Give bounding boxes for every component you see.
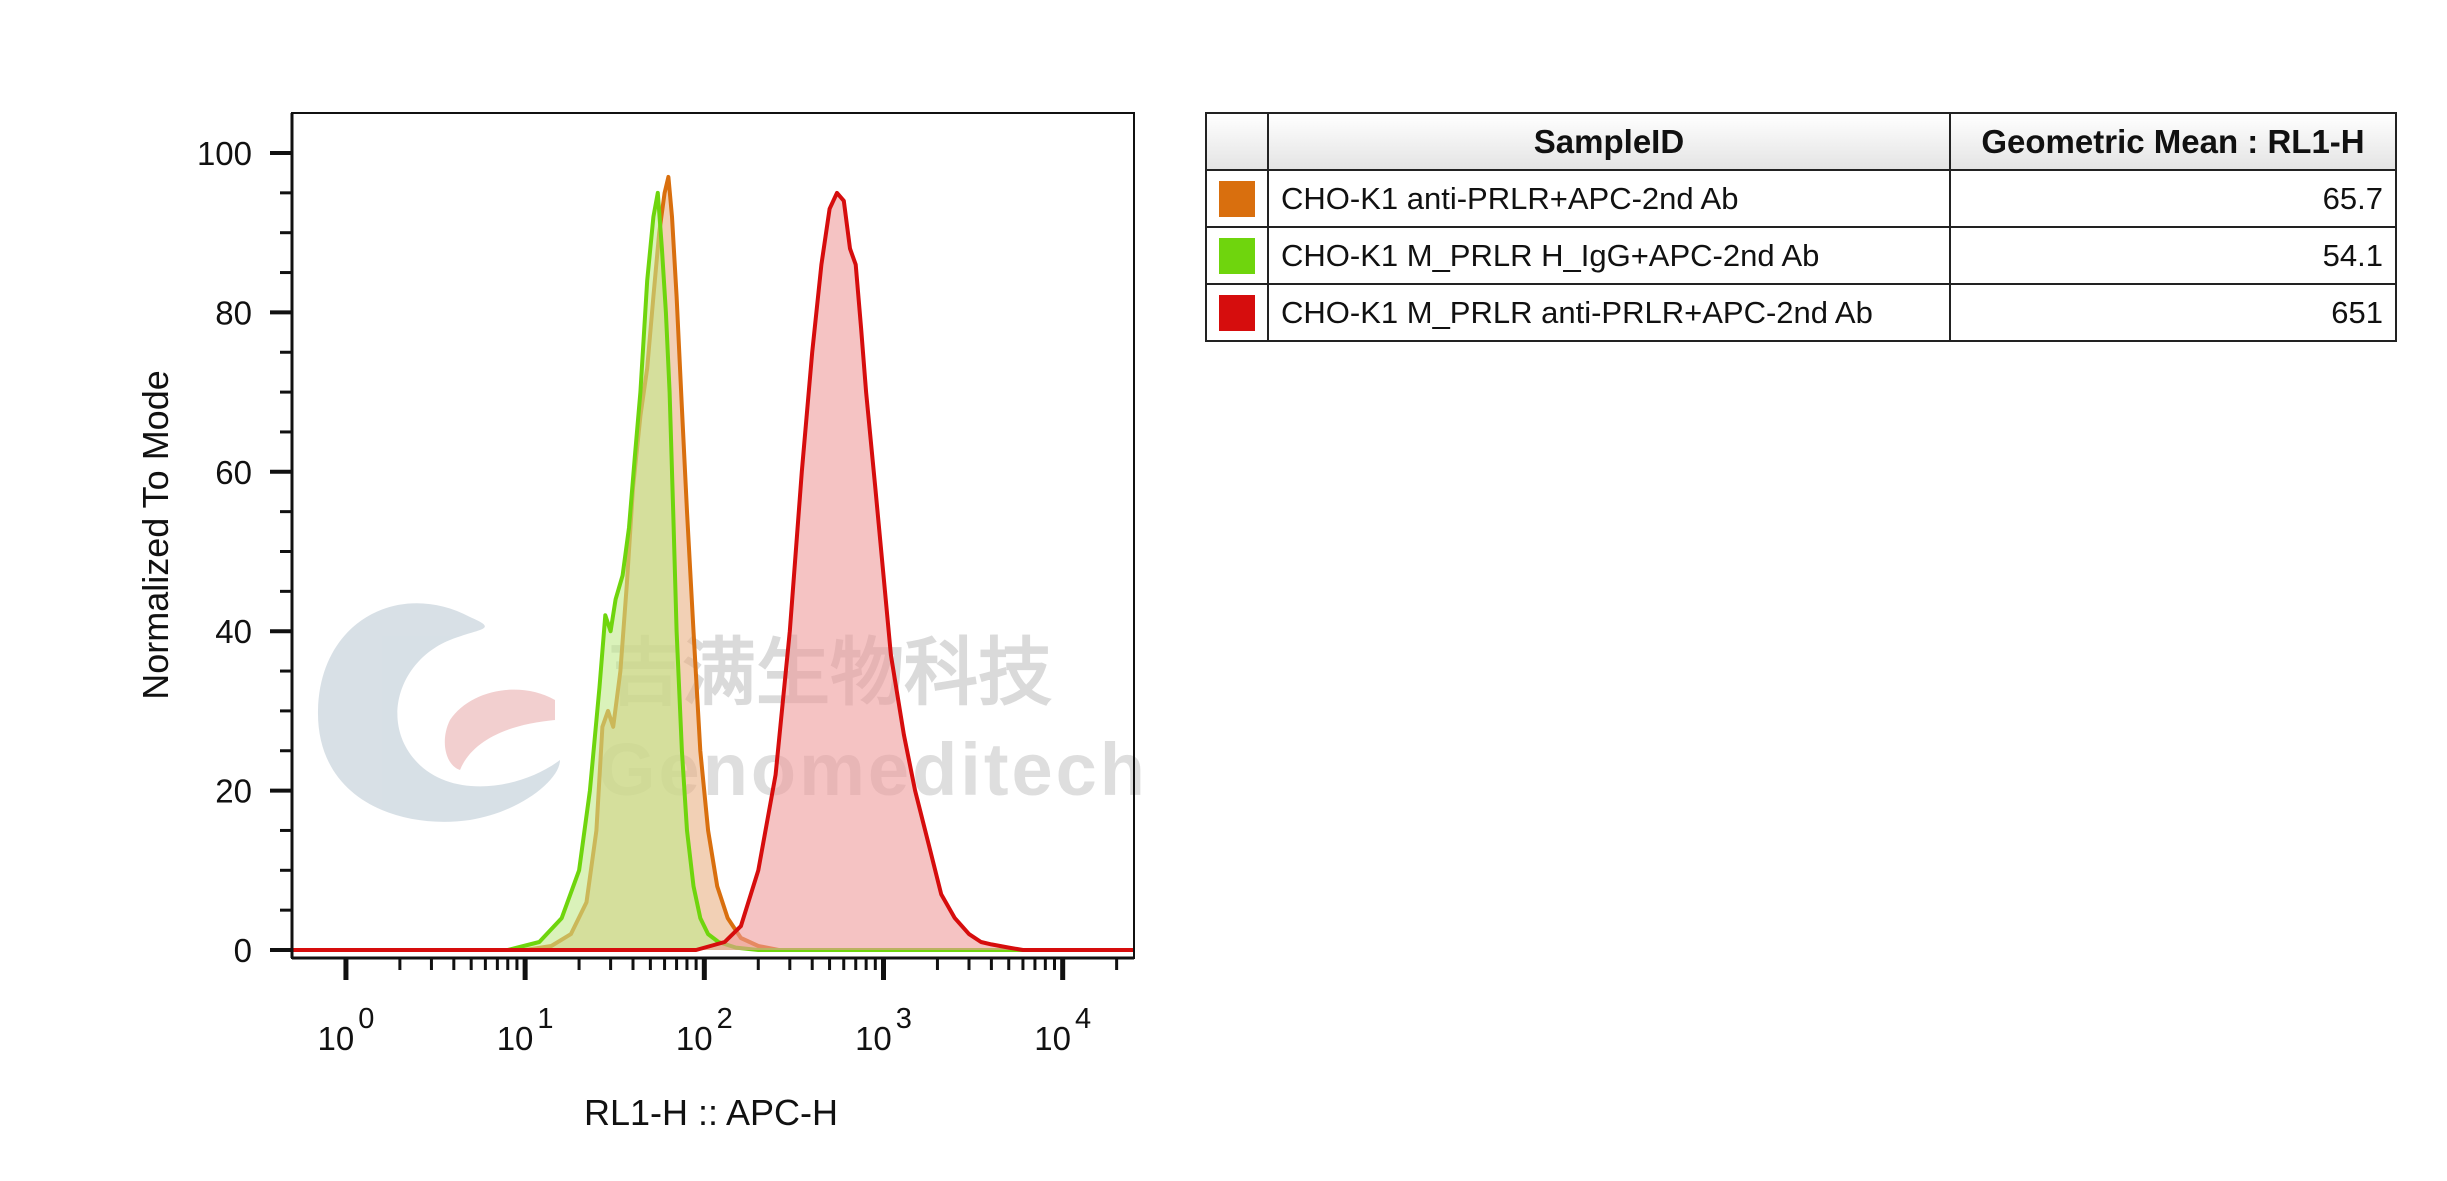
- x-tick-label: 102: [676, 1003, 733, 1057]
- y-tick-label: 60: [215, 454, 252, 491]
- geo-mean-header: Geometric Mean : RL1-H: [1949, 112, 2397, 171]
- series-line-1: [292, 190, 1134, 952]
- row-swatch-cell: [1205, 283, 1269, 342]
- y-tick-label: 40: [215, 613, 252, 650]
- y-ticks: 0 20 40 60 80 100: [197, 135, 292, 969]
- watermark-logo-accent: [444, 689, 555, 770]
- series-area-1: [292, 192, 1134, 950]
- plot-frame: [291, 112, 1135, 959]
- sample-id-cell: CHO-K1 anti-PRLR+APC-2nd Ab: [1267, 169, 1951, 228]
- row-swatch-cell: [1205, 226, 1269, 285]
- color-swatch: [1219, 238, 1255, 275]
- color-swatch: [1219, 295, 1255, 332]
- x-tick-label: 100: [318, 1003, 375, 1057]
- row-swatch-cell: [1205, 169, 1269, 228]
- sample-id-header: SampleID: [1267, 112, 1951, 171]
- y-axis-label: Normalized To Mode: [135, 370, 176, 699]
- x-axis-label: RL1-H :: APC-H: [584, 1092, 838, 1133]
- sample-id-cell: CHO-K1 M_PRLR H_IgG+APC-2nd Ab: [1267, 226, 1951, 285]
- geo-mean-cell: 65.7: [1949, 169, 2397, 228]
- watermark-logo: [317, 603, 560, 822]
- series-layer: [292, 174, 1134, 952]
- table-row: CHO-K1 M_PRLR anti-PRLR+APC-2nd Ab 651: [1205, 283, 2397, 342]
- y-tick-label: 80: [215, 294, 252, 331]
- table-header-row: SampleID Geometric Mean : RL1-H: [1205, 112, 2397, 171]
- watermark: 吉满生物科技 Genomeditech: [317, 603, 1145, 822]
- y-tick-label: 0: [234, 932, 252, 969]
- series-line-2: [292, 190, 1134, 952]
- table-row: CHO-K1 M_PRLR H_IgG+APC-2nd Ab 54.1: [1205, 226, 2397, 285]
- geo-mean-cell: 54.1: [1949, 226, 2397, 285]
- series-area-2: [292, 192, 1134, 950]
- x-ticks: 100 101 102 103 104: [318, 958, 1119, 1057]
- series-line-0: [292, 174, 1134, 952]
- y-tick-label: 100: [197, 135, 252, 172]
- color-swatch: [1219, 181, 1255, 218]
- x-tick-label: 103: [855, 1003, 912, 1057]
- stats-table: SampleID Geometric Mean : RL1-H CHO-K1 a…: [1205, 112, 2397, 342]
- x-tick-label: 101: [497, 1003, 554, 1057]
- swatch-header-cell: [1205, 112, 1269, 171]
- y-tick-label: 20: [215, 773, 252, 810]
- geo-mean-cell: 651: [1949, 283, 2397, 342]
- x-tick-label: 104: [1034, 1003, 1091, 1057]
- table-row: CHO-K1 anti-PRLR+APC-2nd Ab 65.7: [1205, 169, 2397, 228]
- series-area-0: [292, 176, 1134, 950]
- sample-id-cell: CHO-K1 M_PRLR anti-PRLR+APC-2nd Ab: [1267, 283, 1951, 342]
